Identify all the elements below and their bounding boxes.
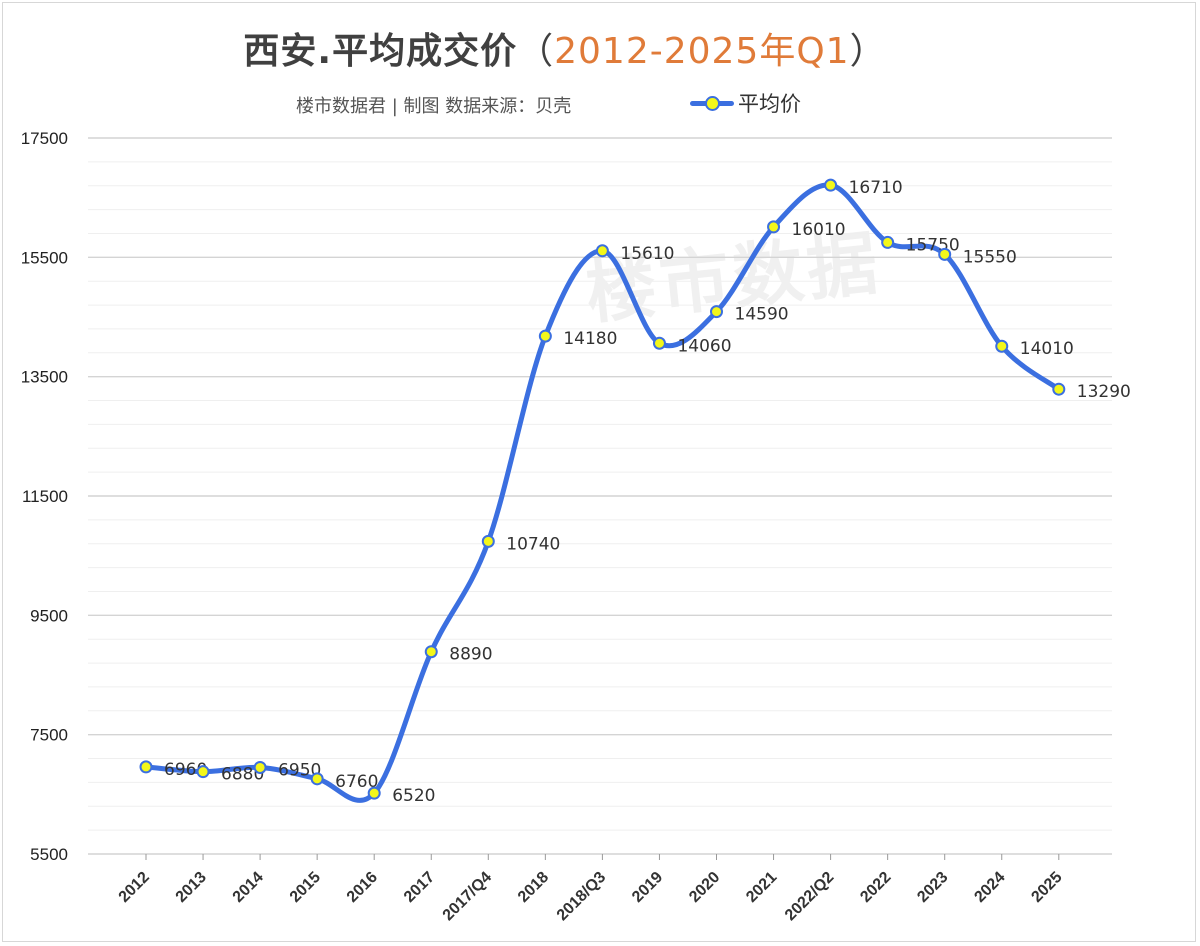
data-point (767, 220, 781, 234)
x-tick-label: 2017/Q4 (440, 869, 495, 924)
data-label: 6880 (221, 765, 264, 785)
data-label: 14010 (1020, 339, 1074, 359)
data-point (1052, 382, 1066, 396)
y-tick-label: 9500 (30, 606, 68, 625)
x-tick-label: 2020 (686, 869, 723, 906)
x-tick-label: 2022/Q2 (782, 869, 837, 924)
data-point (310, 772, 324, 786)
x-tick-label: 2021 (743, 869, 780, 906)
data-point (710, 305, 723, 319)
data-label: 14590 (735, 305, 789, 325)
x-tick-label: 2025 (1028, 869, 1065, 906)
y-tick-label: 5500 (30, 845, 68, 864)
data-label: 10740 (506, 534, 560, 554)
x-tick-label: 2012 (116, 869, 153, 906)
x-tick-label: 2018 (515, 869, 552, 906)
data-label: 15610 (620, 244, 674, 264)
x-tick-label: 2019 (629, 869, 666, 906)
chart-title: 西安.平均成交价（2012-2025年Q1） (243, 31, 887, 72)
data-label: 6760 (335, 772, 378, 792)
data-label: 8890 (449, 645, 492, 665)
data-label: 15550 (963, 247, 1017, 267)
data-point (652, 336, 666, 350)
data-point (595, 244, 609, 258)
data-label: 15750 (906, 235, 960, 255)
data-label: 16710 (849, 178, 903, 198)
data-point (424, 645, 438, 659)
data-point (538, 329, 552, 343)
x-tick-label: 2022 (857, 869, 894, 906)
legend-swatch (690, 91, 734, 115)
x-tick-label: 2024 (971, 869, 1008, 906)
legend-label: 平均价 (738, 92, 801, 116)
x-tick-label: 2018/Q3 (554, 869, 609, 924)
x-tick-label: 2017 (401, 869, 438, 906)
data-label: 6960 (164, 760, 207, 780)
data-label: 14060 (677, 336, 731, 356)
x-tick-label: 2023 (914, 869, 951, 906)
data-point (824, 178, 838, 192)
x-tick-label: 2015 (287, 869, 324, 906)
x-tick-label: 2014 (230, 869, 267, 906)
y-tick-label: 17500 (21, 129, 68, 148)
data-label: 6520 (392, 786, 435, 806)
data-point (253, 760, 267, 774)
series-line-avg-price (143, 182, 1062, 803)
data-point (881, 235, 895, 249)
data-label: 13290 (1077, 382, 1131, 402)
y-tick-label: 13500 (21, 368, 68, 387)
data-point (995, 339, 1009, 353)
legend: 平均价 (690, 88, 801, 118)
y-tick-label: 15500 (21, 248, 68, 267)
data-point (367, 786, 381, 800)
x-tick-label: 2013 (173, 869, 210, 906)
data-point (481, 534, 495, 548)
data-label: 6950 (278, 760, 321, 780)
data-label: 16010 (792, 220, 846, 240)
chart-credit: 楼市数据君 | 制图 数据来源：贝壳 (296, 96, 572, 117)
y-tick-label: 11500 (22, 487, 68, 506)
data-label: 14180 (563, 329, 617, 349)
x-tick-label: 2016 (344, 869, 381, 906)
data-point (938, 247, 952, 261)
y-tick-label: 7500 (30, 726, 68, 745)
data-point (196, 765, 210, 779)
data-point (139, 760, 153, 774)
